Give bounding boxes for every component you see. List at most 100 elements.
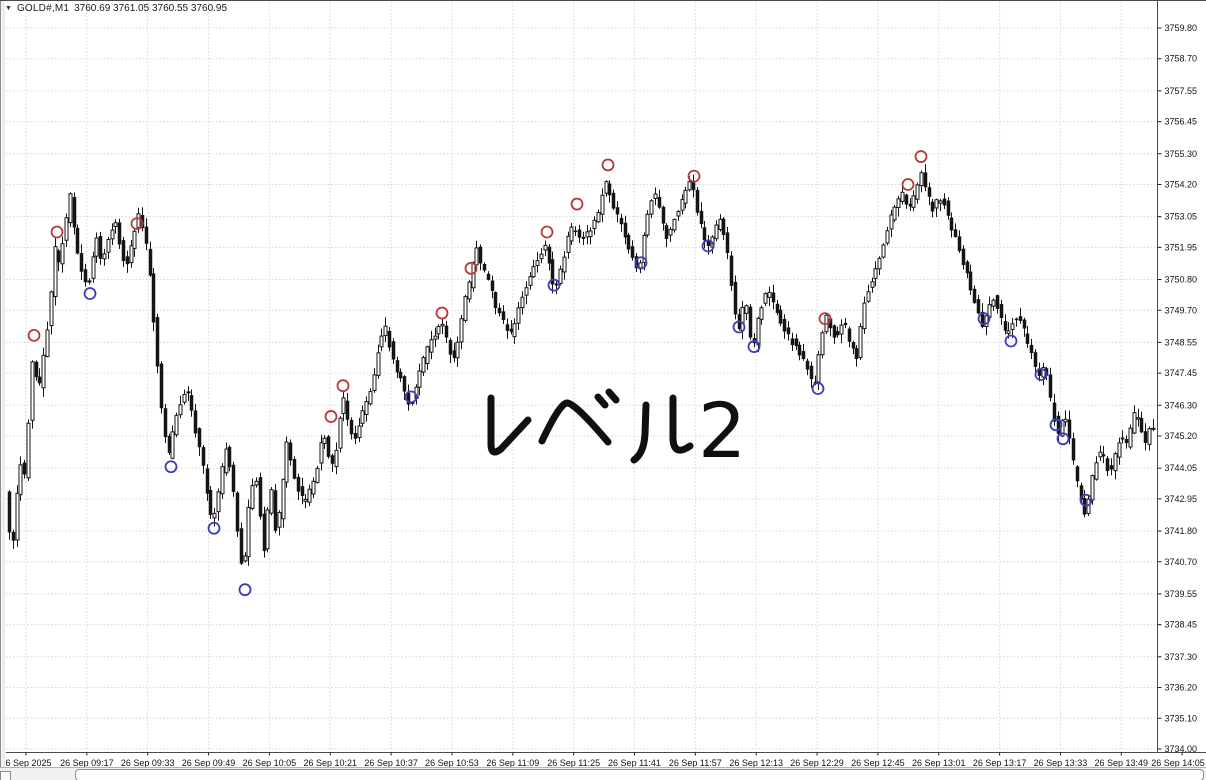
candle-bull (68, 193, 73, 224)
candle-bear (444, 325, 449, 338)
watermark-glyph-stroke (538, 399, 612, 446)
buy-signal-circle (83, 287, 97, 300)
candle-bull (440, 323, 445, 327)
candle-bear (968, 271, 973, 291)
time-axis-label: 26 Sep 09:49 (182, 758, 236, 767)
candle-bull (858, 326, 863, 358)
candle-bear (775, 303, 780, 313)
candle-bull (182, 393, 187, 403)
sell-signal-circle (540, 225, 554, 239)
candle-bear (554, 283, 559, 286)
candle-bear (953, 229, 958, 237)
candle-bear (999, 304, 1004, 318)
time-axis[interactable]: 26 Sep 2025 26 Sep 09:17 26 Sep 09:33 26 Se… (0, 752, 1206, 768)
price-axis-label: 3742.95 (1165, 494, 1198, 504)
candle-bull (873, 268, 878, 279)
time-axis-label: 26 Sep 09:33 (121, 758, 175, 767)
scrollbar-corner-box (0, 771, 11, 780)
candle-bull (186, 391, 191, 394)
sell-signal-circle (914, 150, 928, 163)
buy-signal-circle (1049, 418, 1063, 432)
candle-bear (163, 408, 168, 438)
candle-bear (11, 531, 16, 541)
candle-bear (550, 259, 555, 285)
candle-bull (368, 391, 373, 405)
candle-bull (60, 243, 65, 265)
buy-signal-circle (1056, 432, 1070, 446)
candle-bear (258, 477, 263, 517)
symbol-dropdown-icon[interactable]: ▼ (5, 5, 12, 12)
watermark-glyph-stroke (487, 394, 532, 456)
sell-signal-circle (464, 261, 478, 275)
candle-bull (41, 354, 46, 389)
candle-bull (174, 414, 179, 436)
candle-bull (277, 512, 282, 528)
candle-bull (653, 193, 658, 199)
horizontal-scrollbar[interactable] (0, 767, 1206, 780)
candle-bear (930, 201, 935, 212)
candle-bull (1090, 475, 1095, 501)
candle-bull (1151, 427, 1156, 430)
time-axis-label: 26 Sep 11:41 (608, 758, 661, 767)
candle-bull (338, 417, 343, 449)
time-axis-label: 26 Sep 11:09 (486, 758, 539, 767)
candle-bear (402, 376, 407, 392)
candle-bear (801, 350, 806, 360)
price-axis[interactable]: 3759.80 3758.70 3757.55 3756.45 3755.30 3754.… (1157, 1, 1198, 754)
candle-bear (661, 206, 666, 224)
candle-bear (995, 295, 1000, 309)
candle-bear (1075, 466, 1080, 482)
candle-bull (866, 291, 871, 302)
candle-bull (531, 266, 536, 278)
sell-signal-circle (27, 329, 41, 342)
candle-bear (83, 269, 88, 283)
candle-bull (376, 352, 381, 376)
candle-bear (7, 491, 12, 533)
buy-signal-circle (1004, 334, 1018, 348)
candle-bear (949, 217, 954, 231)
candle-bear (482, 264, 487, 271)
candle-bear (1022, 319, 1027, 329)
candle-bull (539, 253, 544, 260)
candle-bull (18, 464, 23, 496)
candle-bull (915, 184, 920, 200)
signal-markers-layer (27, 150, 1093, 597)
watermark-glyph-stroke (669, 394, 694, 454)
candle-bull (934, 199, 939, 209)
candle-bull (881, 244, 886, 258)
candle-bull (1113, 453, 1118, 472)
candle-bull (668, 228, 673, 236)
candle-bull (64, 217, 69, 241)
scrollbar-thumb[interactable] (75, 769, 1204, 780)
price-axis-label: 3737.30 (1165, 652, 1198, 662)
candle-bear (235, 492, 240, 532)
candle-bull (672, 218, 677, 231)
price-axis-label: 3747.45 (1165, 368, 1198, 378)
grid-lines (6, 2, 1157, 752)
watermark-glyph-digit: 2 (698, 386, 746, 475)
candle-bull (763, 293, 768, 304)
candle-bull (566, 235, 571, 253)
candle-bear (695, 189, 700, 213)
candles-layer (7, 164, 1156, 566)
candle-bull (319, 442, 324, 464)
price-axis-label: 3739.55 (1165, 589, 1198, 599)
candle-bear (702, 227, 707, 241)
candle-bear (493, 292, 498, 309)
chart-title-symbol: GOLD#,M1 (16, 3, 70, 14)
candle-bull (1136, 417, 1141, 420)
price-axis-label: 3745.20 (1165, 431, 1198, 441)
candle-bull (680, 198, 685, 211)
candle-bear (1025, 333, 1030, 344)
candle-bear (1120, 437, 1125, 440)
time-axis-label: 26 Sep 14:05 (1151, 758, 1205, 767)
candle-bull (524, 287, 529, 296)
candle-bull (596, 211, 601, 223)
buy-signal-circle (404, 390, 418, 404)
candle-bull (512, 323, 517, 338)
candle-bear (657, 196, 662, 208)
candle-bull (1132, 412, 1137, 434)
candle-bear (748, 306, 753, 338)
candle-bull (357, 425, 362, 439)
